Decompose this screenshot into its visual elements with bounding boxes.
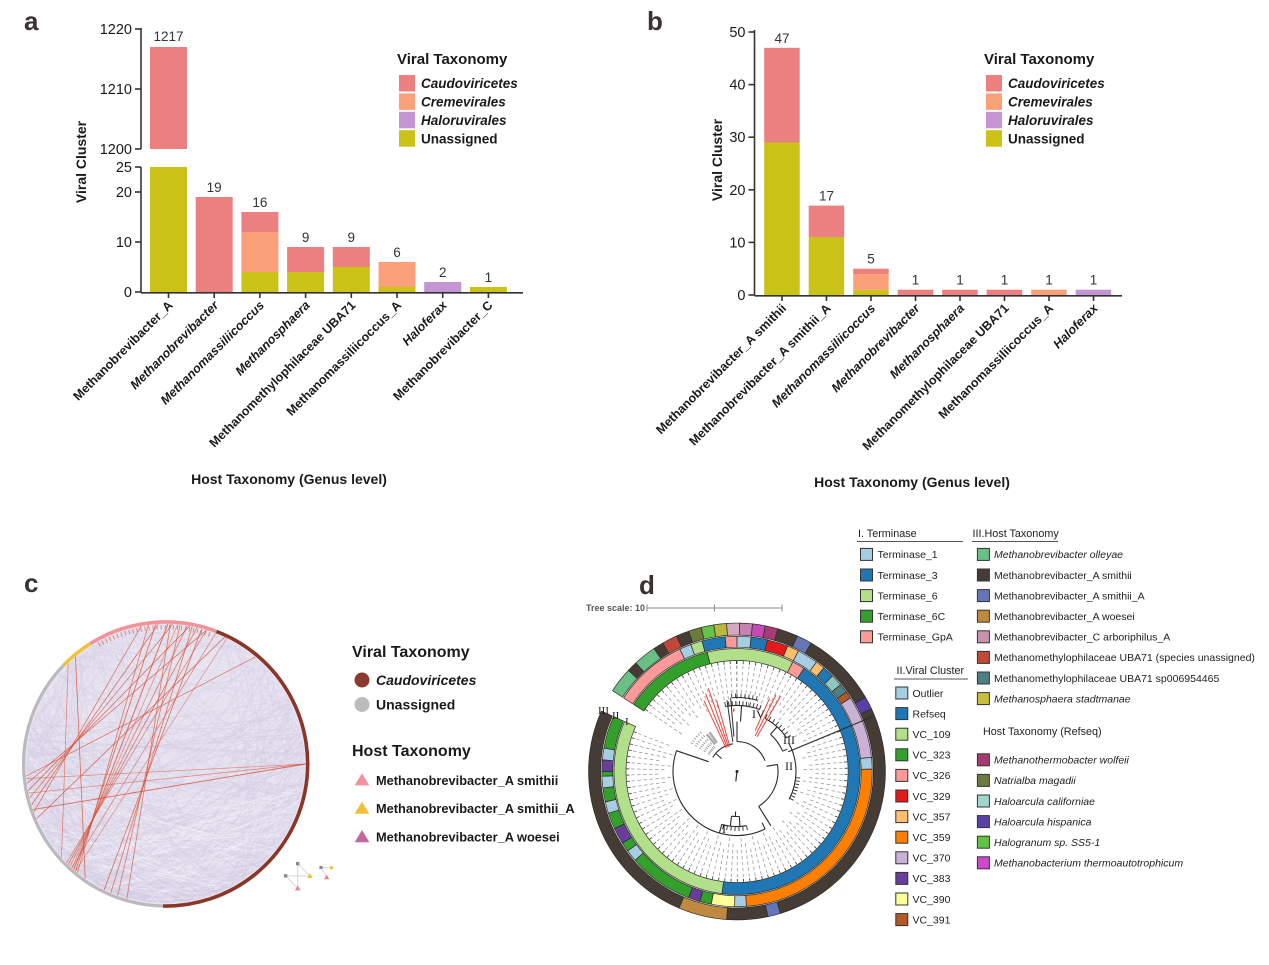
svg-text:1: 1 [1090, 273, 1098, 288]
svg-text:Methanosphaera stadtmanae: Methanosphaera stadtmanae [994, 693, 1131, 705]
svg-text:Haloruvirales: Haloruvirales [421, 113, 507, 128]
svg-text:b: b [647, 6, 663, 36]
svg-text:Terminase_1: Terminase_1 [878, 549, 938, 561]
svg-text:Unassigned: Unassigned [376, 697, 455, 713]
svg-text:II.Viral Cluster: II.Viral Cluster [897, 665, 965, 677]
svg-text:5: 5 [867, 252, 875, 267]
svg-text:Viral Taxonomy: Viral Taxonomy [397, 51, 508, 68]
svg-text:Host Taxonomy (Genus level): Host Taxonomy (Genus level) [814, 474, 1010, 490]
svg-text:2: 2 [439, 265, 447, 280]
svg-text:Caudoviricetes: Caudoviricetes [376, 672, 477, 688]
svg-text:9: 9 [348, 230, 356, 245]
svg-text:10: 10 [729, 235, 745, 251]
svg-text:Caudoviricetes: Caudoviricetes [421, 76, 518, 91]
svg-text:47: 47 [774, 31, 789, 46]
svg-text:III: III [598, 705, 609, 717]
svg-text:1220: 1220 [100, 22, 132, 38]
svg-text:1217: 1217 [153, 29, 183, 44]
svg-text:VC_383: VC_383 [913, 873, 951, 885]
svg-text:Tree scale: 10: Tree scale: 10 [586, 603, 645, 613]
svg-text:Host Taxonomy: Host Taxonomy [352, 743, 471, 760]
svg-text:d: d [639, 570, 655, 600]
svg-text:Viral Taxonomy: Viral Taxonomy [984, 51, 1095, 68]
svg-text:VC_329: VC_329 [913, 791, 951, 803]
svg-text:30: 30 [729, 130, 745, 146]
svg-text:9: 9 [302, 230, 310, 245]
svg-text:17: 17 [819, 189, 834, 204]
svg-text:1: 1 [1045, 273, 1053, 288]
svg-text:25: 25 [116, 160, 132, 176]
svg-text:Viral Cluster: Viral Cluster [73, 120, 89, 203]
svg-text:19: 19 [207, 180, 222, 195]
svg-text:Natrialba magadii: Natrialba magadii [994, 775, 1076, 787]
svg-text:Unassigned: Unassigned [421, 131, 498, 146]
svg-text:Terminase_GpA: Terminase_GpA [878, 632, 953, 644]
svg-text:I: I [625, 716, 629, 728]
svg-text:0: 0 [124, 285, 132, 301]
svg-text:Haloarcula hispanica: Haloarcula hispanica [994, 816, 1092, 828]
svg-text:Methanomethylophilaceae UBA71: Methanomethylophilaceae UBA71 (species u… [994, 652, 1255, 664]
svg-text:1: 1 [912, 273, 920, 288]
svg-text:IV: IV [752, 707, 765, 721]
svg-text:1200: 1200 [100, 142, 132, 158]
svg-text:Viral Cluster: Viral Cluster [709, 118, 725, 201]
svg-text:VC_370: VC_370 [913, 853, 951, 865]
svg-text:1: 1 [485, 270, 493, 285]
svg-text:20: 20 [729, 183, 745, 199]
svg-text:16: 16 [252, 195, 267, 210]
svg-text:II: II [785, 759, 793, 773]
svg-text:10: 10 [116, 235, 132, 251]
svg-text:Methanobrevibacter_A woesei: Methanobrevibacter_A woesei [994, 611, 1135, 623]
svg-text:Methanobrevibacter_C arboriphi: Methanobrevibacter_C arboriphilus_A [994, 632, 1170, 644]
svg-text:III: III [783, 733, 795, 747]
svg-text:1: 1 [1001, 273, 1009, 288]
svg-text:VC_109: VC_109 [913, 729, 951, 741]
svg-text:Cremevirales: Cremevirales [421, 95, 506, 110]
svg-text:Methanomethylophilaceae UBA71: Methanomethylophilaceae UBA71 sp00695446… [994, 673, 1219, 685]
svg-text:6: 6 [393, 245, 401, 260]
svg-text:0: 0 [737, 288, 745, 304]
svg-text:Methanobrevibacter_A woesei: Methanobrevibacter_A woesei [376, 830, 560, 845]
svg-text:VC_357: VC_357 [913, 811, 951, 823]
svg-text:VC_323: VC_323 [913, 750, 951, 762]
svg-text:VC_359: VC_359 [913, 832, 951, 844]
svg-text:Viral Taxonomy: Viral Taxonomy [352, 644, 470, 661]
svg-text:40: 40 [729, 78, 745, 94]
svg-text:II: II [612, 710, 620, 722]
svg-text:VC_391: VC_391 [913, 914, 951, 926]
svg-text:Methanobrevibacter_A smithii: Methanobrevibacter_A smithii [376, 773, 558, 788]
svg-text:Methanobrevibacter olleyae: Methanobrevibacter olleyae [994, 549, 1123, 561]
svg-text:Methanobrevibacter_A smithii_A: Methanobrevibacter_A smithii_A [376, 801, 575, 816]
svg-text:Refseq: Refseq [913, 708, 946, 720]
svg-text:I: I [722, 822, 726, 836]
svg-text:1210: 1210 [100, 82, 132, 98]
svg-text:Haloruvirales: Haloruvirales [1008, 113, 1094, 128]
svg-text:Methanothermobacter wolfeii: Methanothermobacter wolfeii [994, 755, 1129, 767]
svg-text:I. Terminase: I. Terminase [858, 528, 917, 540]
svg-text:Outlier: Outlier [913, 688, 944, 700]
svg-text:Halogranum sp. SS5-1: Halogranum sp. SS5-1 [994, 837, 1100, 849]
svg-text:Host Taxonomy (Genus level): Host Taxonomy (Genus level) [191, 471, 387, 487]
svg-text:Host Taxonomy (Refseq): Host Taxonomy (Refseq) [983, 726, 1102, 738]
svg-text:a: a [24, 6, 39, 36]
svg-text:Terminase_3: Terminase_3 [878, 570, 938, 582]
svg-text:III.Host Taxonomy: III.Host Taxonomy [973, 528, 1060, 540]
svg-text:50: 50 [729, 25, 745, 41]
svg-text:Unassigned: Unassigned [1008, 131, 1085, 146]
svg-text:VC_390: VC_390 [913, 894, 951, 906]
svg-text:1: 1 [956, 273, 964, 288]
svg-text:c: c [24, 568, 38, 598]
svg-text:Methanobrevibacter_A smithii: Methanobrevibacter_A smithii [994, 570, 1132, 582]
svg-text:Methanobacterium thermoautotro: Methanobacterium thermoautotrophicum [994, 858, 1183, 870]
svg-text:Haloarcula californiae: Haloarcula californiae [994, 796, 1095, 808]
svg-text:Cremevirales: Cremevirales [1008, 95, 1093, 110]
svg-text:Terminase_6C: Terminase_6C [878, 611, 946, 623]
svg-text:Terminase_6: Terminase_6 [878, 590, 938, 602]
svg-text:Methanobrevibacter_A smithii_A: Methanobrevibacter_A smithii_A [994, 590, 1145, 602]
svg-text:VC_326: VC_326 [913, 770, 951, 782]
svg-text:20: 20 [116, 185, 132, 201]
svg-text:Caudoviricetes: Caudoviricetes [1008, 76, 1105, 91]
